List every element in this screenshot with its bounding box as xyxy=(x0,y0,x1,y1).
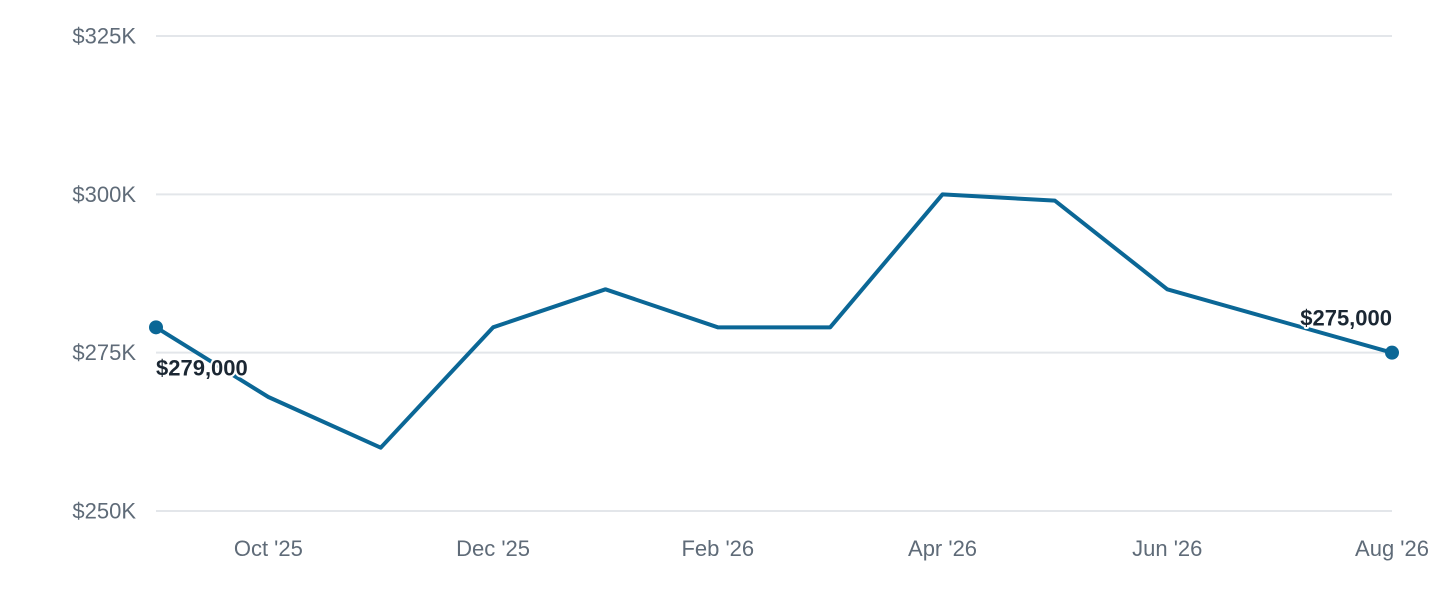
x-tick-label: Dec '25 xyxy=(456,536,530,561)
y-tick-label: $300K xyxy=(72,182,136,207)
y-tick-label: $325K xyxy=(72,24,136,49)
data-point xyxy=(149,320,163,335)
y-tick-label: $275K xyxy=(72,340,136,365)
y-tick-label: $250K xyxy=(72,499,136,524)
data-label: $275,000 xyxy=(1300,306,1392,331)
y-axis: $250K $275K $300K $325K xyxy=(72,24,136,524)
x-tick-label: Aug '26 xyxy=(1355,536,1429,561)
series-line xyxy=(154,192,1394,450)
x-tick-label: Feb '26 xyxy=(681,536,754,561)
x-tick-label: Oct '25 xyxy=(234,536,303,561)
x-tick-label: Jun '26 xyxy=(1132,536,1202,561)
x-axis: Oct '25 Dec '25 Feb '26 Apr '26 Jun '26 Aug '… xyxy=(234,536,1429,561)
data-point xyxy=(1385,345,1399,360)
data-label: $279,000 xyxy=(156,355,248,380)
series-layer xyxy=(149,192,1399,450)
data-label-layer: $279,000 $275,000 xyxy=(154,304,1394,383)
x-tick-label: Apr '26 xyxy=(908,536,977,561)
grid-layer xyxy=(156,35,1392,512)
